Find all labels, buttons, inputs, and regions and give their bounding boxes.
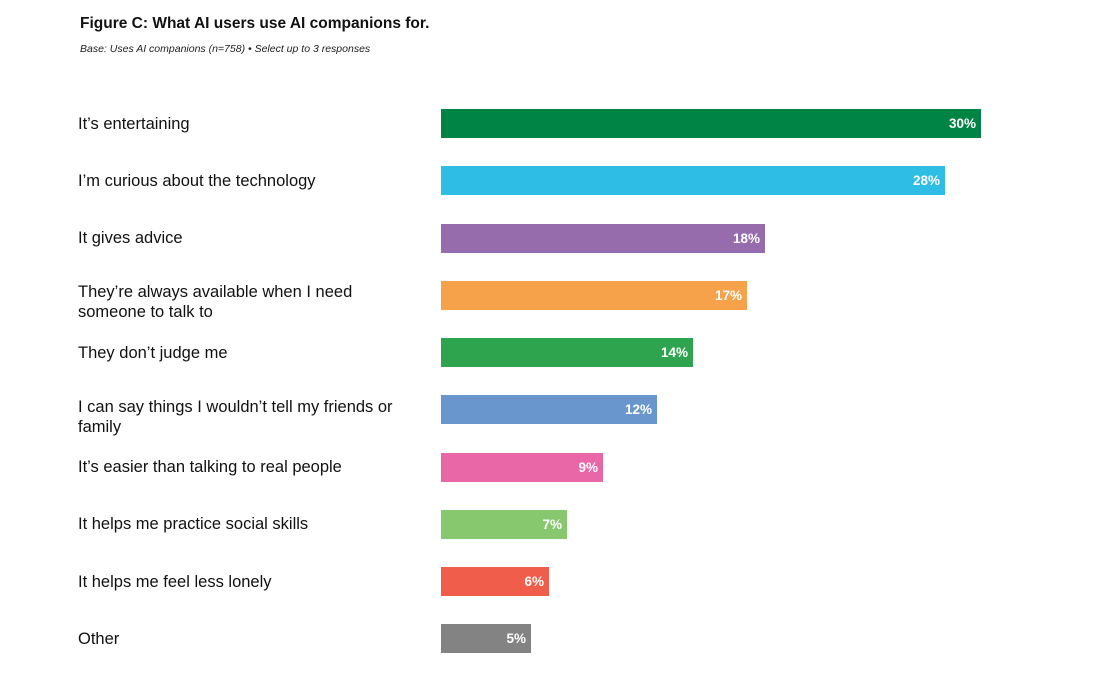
bar-value-label: 9% [578,459,598,475]
category-label: It’s easier than talking to real people [78,458,342,476]
bar-value-label: 28% [912,173,940,189]
chart-title: Figure C: What AI users use AI companion… [80,15,430,32]
category-label: It gives advice [78,229,183,247]
bar: 17% [441,280,747,310]
bar-value-label: 14% [660,345,688,360]
bar: 9% [441,452,603,482]
category-label: It helps me feel less lonely [78,572,272,591]
bar: 5% [441,624,531,654]
category-label: I can say things I wouldn’t tell my frie… [78,397,393,436]
category-label: They don’t judge me [78,343,228,362]
bar-value-label: 17% [714,287,742,303]
bar-value-label: 5% [506,631,526,647]
category-label: It helps me practice social skills [78,515,309,534]
bar: 12% [441,395,657,425]
bar: 30% [441,109,981,138]
bar: 6% [441,567,549,596]
bar: 14% [441,338,693,367]
bar: 18% [441,223,765,253]
bar: 7% [441,509,567,539]
chart-subtitle: Base: Uses AI companions (n=758) • Selec… [80,43,371,55]
bar-value-label: 7% [542,516,562,532]
category-label: They’re always available when I need som… [78,283,353,322]
category-label: I’m curious about the technology [78,171,316,190]
category-label: Other [78,629,120,648]
bar: 28% [441,166,945,196]
bar-value-label: 18% [732,230,760,246]
category-label: It’s entertaining [78,114,190,133]
bar-value-label: 30% [948,116,976,131]
bar-value-label: 6% [524,574,544,589]
bar-value-label: 12% [624,402,652,418]
